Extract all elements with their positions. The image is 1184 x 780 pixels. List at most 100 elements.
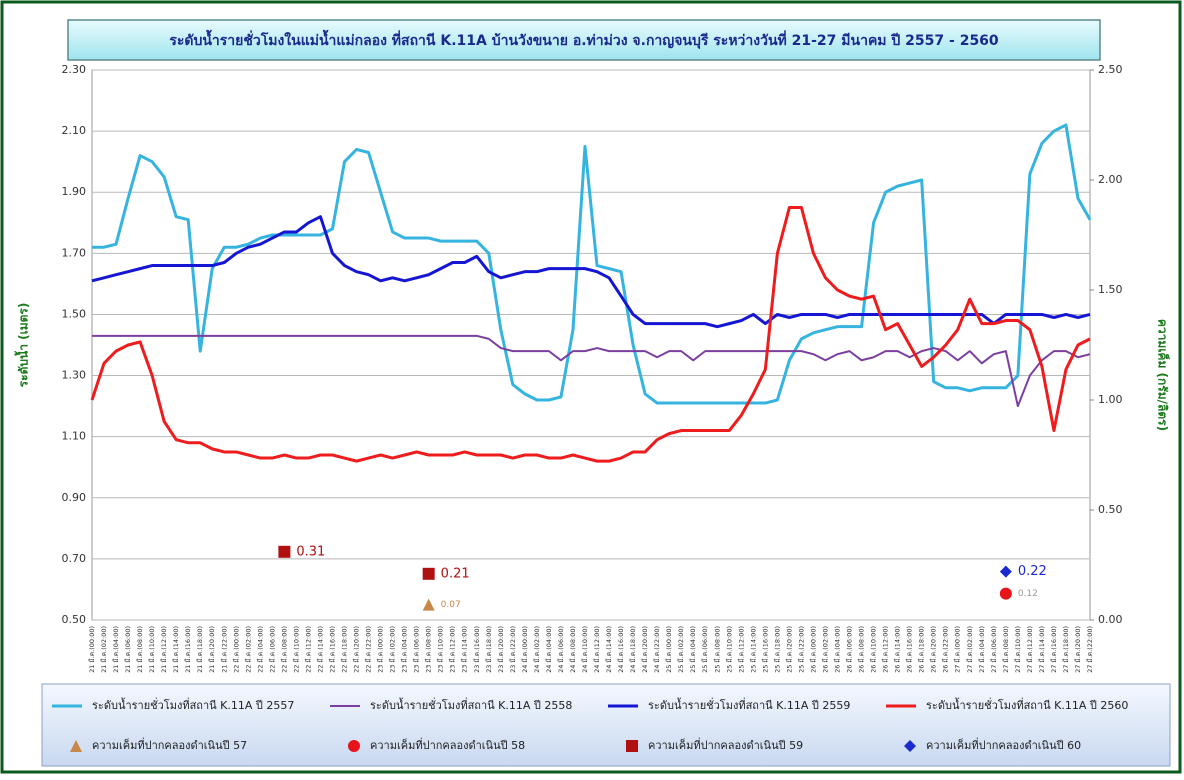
x-tick-label: 22 มี.ค.(20:00) — [353, 626, 361, 673]
x-tick-label: 22 มี.ค.(12:00) — [304, 626, 312, 673]
title-box — [67, 19, 1101, 61]
data-label: 0.07 — [441, 600, 461, 610]
y2-tick-label: 0.00 — [1098, 613, 1123, 626]
x-tick-label: 25 มี.ค.(18:00) — [773, 626, 781, 673]
x-tick-label: 27 มี.ค.(16:00) — [1050, 626, 1058, 673]
legend-label: ความเค็มที่ปากคลองดำเนินปี 60 — [926, 737, 1081, 752]
y-tick-label: 0.70 — [62, 552, 87, 565]
x-tick-label: 23 มี.ค.(06:00) — [413, 626, 421, 673]
y-axis-label: ระดับน้ำ (เมตร) — [14, 303, 31, 388]
series-line — [92, 123, 1092, 405]
x-tick-label: 27 มี.ค.(18:00) — [1062, 626, 1070, 673]
salinity-point — [999, 587, 1012, 600]
x-tick-label: 24 มี.ค.(20:00) — [641, 626, 649, 673]
x-tick-label: 27 มี.ค.(10:00) — [1014, 626, 1022, 673]
y-tick-label: 0.50 — [62, 613, 87, 626]
x-tick-label: 24 มี.ค.(14:00) — [605, 626, 613, 673]
x-tick-label: 22 มี.ค.(14:00) — [316, 626, 324, 673]
data-label: 0.21 — [441, 566, 470, 581]
y2-tick-label: 1.00 — [1098, 393, 1123, 406]
x-tick-label: 25 มี.ค.(22:00) — [797, 626, 805, 673]
x-tick-label: 24 มี.ค.(12:00) — [593, 626, 601, 673]
legend-label: ความเค็มที่ปากคลองดำเนินปี 59 — [648, 737, 803, 752]
x-tick-label: 26 มี.ค.(20:00) — [930, 626, 938, 673]
legend-swatch — [70, 740, 82, 752]
y-tick-label: 1.30 — [62, 369, 87, 382]
x-tick-label: 24 มี.ค.(18:00) — [629, 626, 637, 673]
y-tick-label: 1.90 — [62, 185, 87, 198]
x-tick-label: 26 มี.ค.(08:00) — [858, 626, 866, 673]
data-label: 0.12 — [1018, 589, 1038, 599]
x-tick-label: 22 มี.ค.(22:00) — [365, 626, 373, 673]
x-tick-label: 23 มี.ค.(04:00) — [401, 626, 409, 673]
x-tick-label: 23 มี.ค.(16:00) — [473, 626, 481, 673]
x-tick-label: 24 มี.ค.(22:00) — [653, 626, 661, 673]
x-tick-label: 26 มี.ค.(00:00) — [809, 626, 817, 673]
legend-label: ระดับน้ำรายชั่วโมงที่สถานี K.11A ปี 2558 — [370, 697, 572, 712]
x-tick-label: 22 มี.ค.(02:00) — [244, 626, 252, 673]
series-line — [90, 206, 1091, 463]
x-tick-label: 26 มี.ค.(04:00) — [833, 626, 841, 673]
x-tick-label: 26 มี.ค.(10:00) — [870, 626, 878, 673]
x-tick-label: 23 มี.ค.(14:00) — [461, 626, 469, 673]
x-tick-label: 23 มี.ค.(02:00) — [389, 626, 397, 673]
x-tick-label: 24 มี.ค.(02:00) — [533, 626, 541, 673]
x-tick-label: 25 มี.ค.(12:00) — [737, 626, 745, 673]
x-tick-label: 27 มี.ค.(06:00) — [990, 626, 998, 673]
x-tick-label: 25 มี.ค.(10:00) — [725, 626, 733, 673]
x-tick-label: 26 มี.ค.(16:00) — [906, 626, 914, 673]
legend-label: ระดับน้ำรายชั่วโมงที่สถานี K.11A ปี 2557 — [92, 697, 294, 712]
x-tick-label: 27 มี.ค.(12:00) — [1026, 626, 1034, 673]
chart-title: ระดับน้ำรายชั่วโมงในแม่น้ำแม่กลอง ที่สถา… — [169, 29, 999, 49]
data-label: 0.31 — [296, 544, 325, 559]
x-tick-label: 26 มี.ค.(06:00) — [846, 626, 854, 673]
legend-label: ความเค็มที่ปากคลองดำเนินปี 58 — [370, 737, 525, 752]
y2-tick-label: 1.50 — [1098, 283, 1123, 296]
x-tick-label: 27 มี.ค.(20:00) — [1074, 626, 1082, 673]
y2-tick-label: 0.50 — [1098, 503, 1123, 516]
y-tick-label: 2.30 — [62, 63, 87, 76]
salinity-point — [278, 545, 291, 558]
x-tick-label: 25 มี.ค.(04:00) — [689, 626, 697, 673]
y2-tick-label: 2.50 — [1098, 63, 1123, 76]
x-tick-label: 25 มี.ค.(08:00) — [713, 626, 721, 673]
x-tick-label: 21 มี.ค.(14:00) — [172, 626, 180, 673]
legend-box — [41, 683, 1171, 767]
x-tick-label: 27 มี.ค.(02:00) — [966, 626, 974, 673]
x-tick-label: 21 มี.ค.(08:00) — [136, 626, 144, 673]
legend-label: ความเค็มที่ปากคลองดำเนินปี 57 — [92, 737, 247, 752]
x-tick-label: 26 มี.ค.(22:00) — [942, 626, 950, 673]
legend-label: ระดับน้ำรายชั่วโมงที่สถานี K.11A ปี 2559 — [648, 697, 850, 712]
x-tick-label: 21 มี.ค.(20:00) — [208, 626, 216, 673]
x-tick-label: 21 มี.ค.(22:00) — [220, 626, 228, 673]
y-tick-label: 0.90 — [62, 491, 87, 504]
x-tick-label: 24 มี.ค.(10:00) — [581, 626, 589, 673]
x-tick-label: 26 มี.ค.(12:00) — [882, 626, 890, 673]
y-tick-label: 2.10 — [62, 124, 87, 137]
x-tick-label: 23 มี.ค.(20:00) — [497, 626, 505, 673]
x-tick-label: 23 มี.ค.(22:00) — [509, 626, 517, 673]
x-tick-label: 24 มี.ค.(08:00) — [569, 626, 577, 673]
legend-swatch — [904, 740, 916, 752]
y-tick-label: 1.10 — [62, 430, 87, 443]
y2-axis-label: ความเค็ม (กรัม/ลิตร) — [1156, 319, 1171, 431]
x-tick-label: 26 มี.ค.(14:00) — [894, 626, 902, 673]
x-tick-label: 25 มี.ค.(20:00) — [785, 626, 793, 673]
x-tick-label: 21 มี.ค.(02:00) — [100, 626, 108, 673]
x-tick-label: 21 มี.ค.(04:00) — [112, 626, 120, 673]
x-tick-label: 23 มี.ค.(18:00) — [485, 626, 493, 673]
x-tick-label: 22 มี.ค.(18:00) — [341, 626, 349, 673]
x-tick-label: 22 มี.ค.(08:00) — [280, 626, 288, 673]
salinity-point — [422, 567, 435, 580]
legend-swatch — [348, 740, 360, 752]
x-tick-label: 27 มี.ค.(00:00) — [954, 626, 962, 673]
x-tick-label: 27 มี.ค.(14:00) — [1038, 626, 1046, 673]
x-tick-label: 27 มี.ค.(08:00) — [1002, 626, 1010, 673]
x-tick-label: 21 มี.ค.(12:00) — [160, 626, 168, 673]
salinity-point — [422, 598, 435, 611]
x-tick-label: 23 มี.ค.(00:00) — [377, 626, 385, 673]
x-tick-label: 22 มี.ค.(16:00) — [328, 626, 336, 673]
data-label: 0.22 — [1018, 564, 1047, 579]
x-tick-label: 24 มี.ค.(00:00) — [521, 626, 529, 673]
